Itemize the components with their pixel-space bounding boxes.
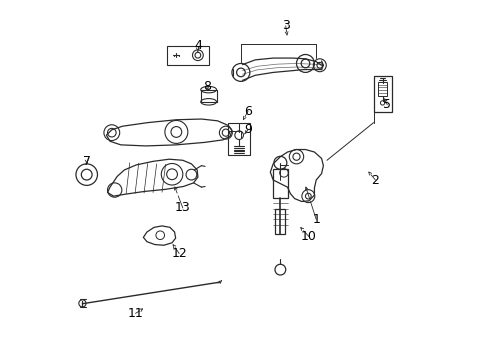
Text: 9: 9 [244,123,251,136]
Text: 4: 4 [194,39,202,52]
Text: 6: 6 [244,105,251,118]
Bar [273,169,287,198]
Bar [275,209,285,234]
Bar [167,45,208,65]
Text: 8: 8 [203,80,210,93]
Text: 5: 5 [383,98,390,111]
Text: 2: 2 [371,174,379,186]
Text: 7: 7 [82,155,91,168]
Text: 13: 13 [175,202,190,215]
Bar [228,123,249,155]
Text: 1: 1 [312,213,320,226]
Text: 11: 11 [127,307,143,320]
Text: 3: 3 [281,19,289,32]
Bar [377,82,386,96]
Text: 12: 12 [171,247,187,260]
Text: 10: 10 [301,230,316,243]
Bar [373,76,391,112]
